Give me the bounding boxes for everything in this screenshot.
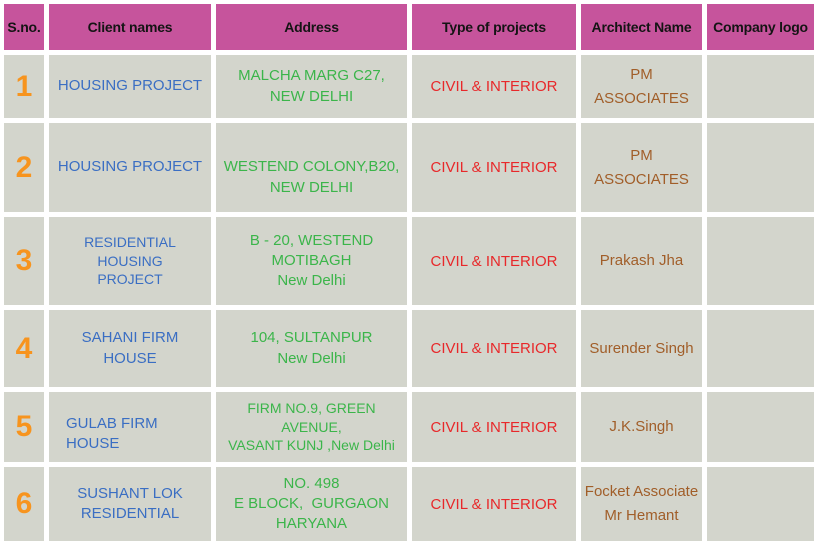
row1-address: MALCHA MARG C27, NEW DELHI xyxy=(216,55,407,118)
row3-company-logo-cell xyxy=(707,217,814,305)
row1-serial-number: 1 xyxy=(4,55,44,118)
row3-client-name: RESIDENTIAL HOUSING PROJECT xyxy=(49,217,211,305)
row4-company-logo-cell xyxy=(707,310,814,387)
header-sno: S.no. xyxy=(4,4,44,50)
row4-serial-number: 4 xyxy=(4,310,44,387)
row6-company-logo-cell xyxy=(707,467,814,541)
row3-architect-name: Prakash Jha xyxy=(581,217,702,305)
header-type-of-projects: Type of projects xyxy=(412,4,576,50)
row5-project-type: CIVIL & INTERIOR xyxy=(412,392,576,462)
header-address: Address xyxy=(216,4,407,50)
row5-client-name: GULAB FIRM HOUSE xyxy=(49,392,211,462)
projects-table: S.no. Client names Address Type of proje… xyxy=(4,4,814,541)
row4-address: 104, SULTANPUR New Delhi xyxy=(216,310,407,387)
header-company-logo: Company logo xyxy=(707,4,814,50)
row2-client-name: HOUSING PROJECT xyxy=(49,123,211,212)
row4-client-name: SAHANI FIRM HOUSE xyxy=(49,310,211,387)
row6-client-name: SUSHANT LOK RESIDENTIAL xyxy=(49,467,211,541)
row5-company-logo-cell xyxy=(707,392,814,462)
row3-serial-number: 3 xyxy=(4,217,44,305)
row1-client-name: HOUSING PROJECT xyxy=(49,55,211,118)
row6-project-type: CIVIL & INTERIOR xyxy=(412,467,576,541)
row3-address: B - 20, WESTEND MOTIBAGH New Delhi xyxy=(216,217,407,305)
row2-serial-number: 2 xyxy=(4,123,44,212)
row6-serial-number: 6 xyxy=(4,467,44,541)
row6-address: NO. 498 E BLOCK, GURGAON HARYANA xyxy=(216,467,407,541)
row5-architect-name: J.K.Singh xyxy=(581,392,702,462)
row5-serial-number: 5 xyxy=(4,392,44,462)
row1-architect-name: PM ASSOCIATES xyxy=(581,55,702,118)
header-architect-name: Architect Name xyxy=(581,4,702,50)
row2-architect-name: PM ASSOCIATES xyxy=(581,123,702,212)
row6-architect-name: Focket Associate Mr Hemant xyxy=(581,467,702,541)
row2-address: WESTEND COLONY,B20, NEW DELHI xyxy=(216,123,407,212)
row1-project-type: CIVIL & INTERIOR xyxy=(412,55,576,118)
row4-project-type: CIVIL & INTERIOR xyxy=(412,310,576,387)
row3-project-type: CIVIL & INTERIOR xyxy=(412,217,576,305)
header-client-names: Client names xyxy=(49,4,211,50)
row5-address: FIRM NO.9, GREEN AVENUE, VASANT KUNJ ,Ne… xyxy=(216,392,407,462)
row1-company-logo-cell xyxy=(707,55,814,118)
row4-architect-name: Surender Singh xyxy=(581,310,702,387)
row2-project-type: CIVIL & INTERIOR xyxy=(412,123,576,212)
row2-company-logo-cell xyxy=(707,123,814,212)
